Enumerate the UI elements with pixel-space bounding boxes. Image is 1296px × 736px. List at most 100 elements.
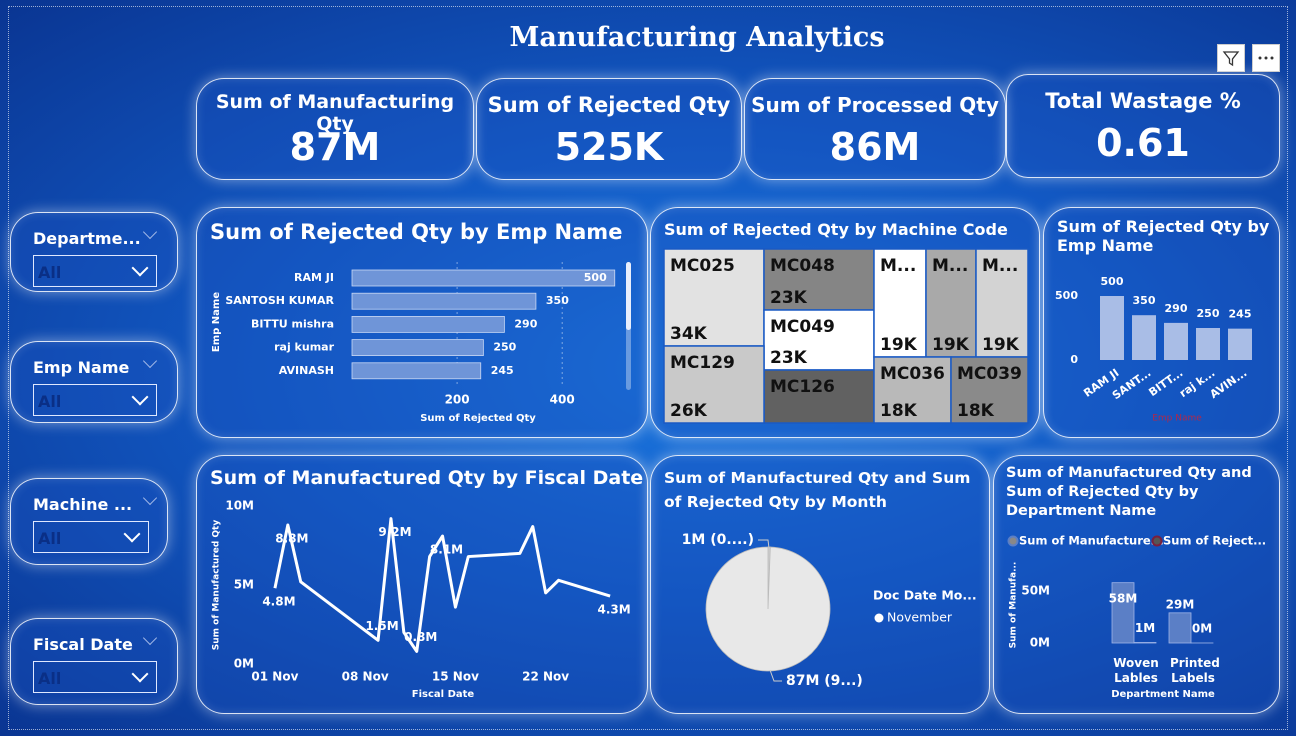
data-label: 29M <box>1166 597 1195 611</box>
kpi-value: 0.61 <box>1096 121 1190 165</box>
treemap-cell <box>763 248 875 311</box>
x-tick-label: Printed Labels <box>1170 656 1220 685</box>
kpi-card: Sum of Rejected Qty 525K <box>476 78 742 180</box>
x-tick-label: 400 <box>550 393 575 407</box>
bar <box>1133 642 1157 644</box>
cell-label: MC129 <box>670 353 735 373</box>
kpi-value: 525K <box>554 125 664 169</box>
data-label: 500 <box>584 271 607 284</box>
x-tick-label: AVIN... <box>1207 366 1249 401</box>
filter-button[interactable] <box>1217 44 1245 72</box>
slicer[interactable]: Emp Name All <box>10 341 178 423</box>
treemap-cell <box>975 248 1029 358</box>
data-label: 350 <box>1133 294 1156 307</box>
kpi-label: Sum of Manufacturing Qty <box>215 91 455 135</box>
chart-title: Sum of Manufactured Qty and Sum of Rejec… <box>664 469 971 512</box>
data-label: 4.3M <box>598 603 631 617</box>
cell-label: M... <box>932 256 968 276</box>
data-label: 8.8M <box>275 531 308 545</box>
slicer[interactable]: Fiscal Date All <box>10 618 178 705</box>
legend-label: November <box>887 610 953 625</box>
leader-line <box>758 539 770 549</box>
chart-title: Sum of Rejected Qty by Machine Code <box>664 220 1008 239</box>
y-tick-label: AVINASH <box>279 364 334 377</box>
slicer[interactable]: Departme... All <box>10 212 178 292</box>
data-label: 87M (9...) <box>786 673 863 689</box>
slicer-label: Departme... <box>33 229 141 248</box>
data-label: 245 <box>1229 308 1252 321</box>
legend-label: Sum of Manufacture... <box>1019 534 1164 548</box>
x-tick-label: 08 Nov <box>342 670 389 684</box>
bar <box>351 269 616 287</box>
data-label: 1M (0....) <box>682 532 754 548</box>
chart-title: Sum of Rejected Qty by Emp Name <box>210 220 623 244</box>
data-label: 58M <box>1109 592 1138 606</box>
data-label: 350 <box>546 294 569 307</box>
legend-title: Doc Date Mo... <box>873 588 977 603</box>
bar <box>1111 582 1135 644</box>
data-label: 1M <box>1135 621 1155 635</box>
data-label: 0M <box>1192 621 1212 635</box>
bar <box>1100 296 1124 360</box>
chart-title: Sum of Manufactured Qty by Fiscal Date <box>210 467 644 489</box>
slicer-label: Machine ... <box>33 495 133 514</box>
cell-label: M... <box>982 256 1018 276</box>
slicer-value: All <box>38 669 62 688</box>
x-tick-label: 15 Nov <box>432 670 479 684</box>
kpi-card: Total Wastage % 0.61 <box>1006 74 1280 178</box>
line <box>273 517 611 653</box>
bar <box>351 362 482 380</box>
data-label: 18K <box>880 401 918 421</box>
scrollbar[interactable] <box>626 262 631 390</box>
y-tick-label: BITTU mishra <box>251 317 334 330</box>
cell-label: MC039 <box>957 364 1022 384</box>
slicer-value: All <box>38 529 62 548</box>
cell-label: M... <box>880 256 916 276</box>
dropdown[interactable]: All <box>33 384 157 416</box>
x-axis-title: Fiscal Date <box>412 689 475 700</box>
more-button[interactable] <box>1252 44 1280 72</box>
data-label: 8.1M <box>430 543 463 557</box>
kpi-label: Sum of Processed Qty <box>751 93 999 117</box>
data-label: 19K <box>932 335 970 355</box>
data-label: 1.5M <box>365 619 398 633</box>
data-label: 26K <box>670 401 708 421</box>
legend-marker <box>1007 535 1019 547</box>
x-tick-label: 01 Nov <box>251 670 298 684</box>
y-tick-label: SANTOSH KUMAR <box>225 294 334 307</box>
cell-label: MC036 <box>880 364 945 384</box>
kpi-label: Total Wastage % <box>1045 89 1241 113</box>
slicer-value: All <box>38 392 62 411</box>
y-tick-label: 500 <box>1055 289 1078 302</box>
data-label: 290 <box>514 317 537 330</box>
y-tick-label: RAM JI <box>294 271 334 284</box>
data-label: 250 <box>1197 307 1220 320</box>
y-axis-title: Sum of Manufactured Qty <box>212 520 222 651</box>
data-label: 34K <box>670 324 708 344</box>
dropdown[interactable]: All <box>33 255 157 287</box>
legend-marker <box>1151 535 1163 547</box>
dropdown[interactable]: All <box>33 661 157 693</box>
more-icon <box>1258 56 1274 60</box>
kpi-card: Sum of Manufacturing Qty 87M <box>196 78 474 180</box>
slicer-value: All <box>38 263 62 282</box>
slicer[interactable]: Machine ... All <box>10 478 168 565</box>
y-axis-title: Sum of Manufa... <box>1009 562 1019 649</box>
dropdown[interactable]: All <box>33 521 149 553</box>
data-label: 19K <box>982 335 1020 355</box>
bar <box>1132 315 1156 360</box>
page-frame <box>8 6 1288 730</box>
treemap-cell <box>873 356 952 424</box>
y-tick-label: 50M <box>1021 584 1050 598</box>
x-axis-title: Sum of Rejected Qty <box>420 413 536 424</box>
y-tick-label: raj kumar <box>274 341 334 354</box>
kpi-card: Sum of Processed Qty 86M <box>744 78 1006 180</box>
treemap-cell <box>950 356 1029 424</box>
x-axis-title: Emp Name <box>1152 414 1202 424</box>
scroll-thumb[interactable] <box>626 262 631 330</box>
bar <box>1228 328 1252 360</box>
data-label: 18K <box>957 401 995 421</box>
data-label: 4.8M <box>262 595 295 609</box>
